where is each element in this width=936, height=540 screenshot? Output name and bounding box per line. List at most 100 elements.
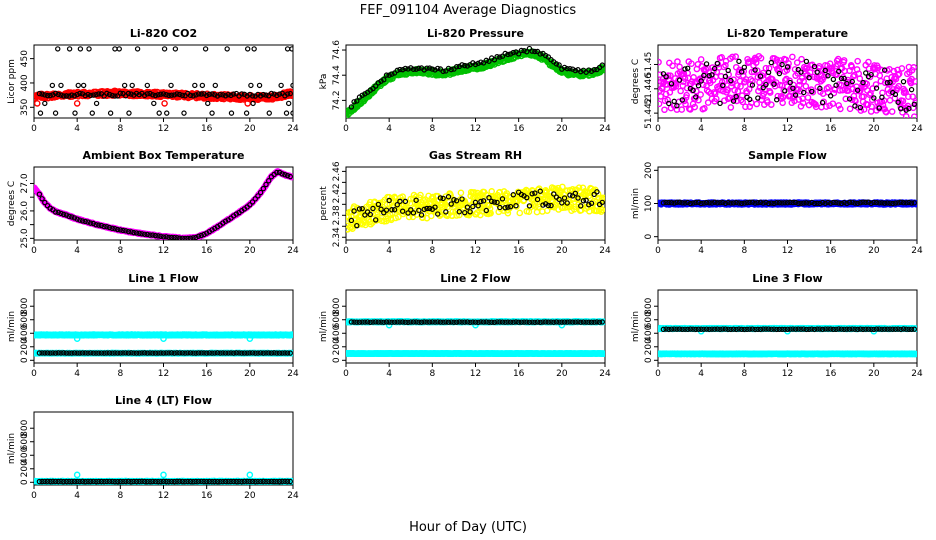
- data-point: [256, 82, 263, 89]
- data-point: [66, 46, 73, 52]
- data-point: [63, 350, 70, 356]
- data-point: [163, 350, 169, 356]
- y-tick-label: 200: [332, 338, 342, 355]
- data-point: [37, 110, 44, 116]
- data-point: [833, 82, 839, 88]
- data-point: [697, 56, 705, 63]
- data-point: [768, 59, 775, 66]
- data-point: [747, 199, 753, 206]
- data-point: [85, 350, 91, 356]
- data-point: [71, 93, 78, 99]
- data-point: [187, 350, 194, 356]
- data-point: [427, 212, 435, 220]
- data-point: [278, 82, 284, 89]
- data-point: [756, 79, 763, 86]
- data-point: [825, 199, 831, 206]
- data-point: [706, 200, 712, 206]
- x-tick-label: 24: [287, 124, 299, 134]
- data-point: [156, 110, 162, 116]
- data-point: [288, 331, 293, 338]
- data-point: [792, 199, 799, 206]
- data-points: [658, 52, 917, 118]
- data-point: [722, 200, 729, 207]
- data-point: [171, 350, 177, 356]
- data-point: [586, 67, 592, 73]
- data-point: [249, 350, 256, 356]
- data-point: [594, 189, 600, 195]
- data-point: [804, 94, 812, 101]
- data-point: [182, 235, 188, 240]
- data-point: [766, 89, 774, 96]
- data-point: [144, 350, 151, 356]
- data-point: [69, 214, 75, 220]
- data-point: [285, 100, 292, 107]
- data-point: [128, 91, 134, 97]
- data-points: [346, 183, 605, 233]
- data-point: [666, 100, 672, 107]
- data-point: [104, 350, 110, 356]
- data-point: [77, 217, 83, 223]
- panel-rh: Gas Stream RH0 4 8 12 16 20 242.342.382.422.46…: [319, 149, 611, 256]
- data-point: [222, 93, 229, 99]
- data-point: [260, 350, 267, 356]
- x-tick-label: 24: [599, 124, 611, 134]
- data-point: [82, 92, 88, 99]
- data-point: [74, 91, 80, 98]
- x-tick-label: 16: [825, 246, 837, 256]
- data-point: [125, 90, 132, 97]
- data-point: [73, 335, 81, 342]
- data-point: [497, 54, 503, 60]
- data-point: [532, 48, 538, 55]
- data-point: [161, 100, 168, 107]
- data-point: [841, 75, 847, 82]
- x-tick-label: 20: [556, 246, 568, 256]
- data-point: [391, 70, 398, 76]
- x-tick-label: 12: [782, 246, 793, 256]
- x-tick-label: 16: [201, 246, 213, 256]
- data-point: [483, 57, 489, 64]
- data-point: [865, 58, 872, 66]
- data-point: [822, 67, 828, 74]
- data-point: [908, 200, 915, 206]
- y-axis-label: kPa: [319, 74, 329, 90]
- data-point: [274, 169, 280, 176]
- data-point: [42, 92, 48, 98]
- data-point: [244, 100, 251, 107]
- y-tick-label: 100: [644, 195, 654, 212]
- data-point: [663, 199, 669, 206]
- x-tick-label: 4: [386, 246, 392, 256]
- data-point: [725, 199, 731, 206]
- data-point: [125, 228, 132, 235]
- data-point: [432, 204, 438, 210]
- x-tick-label: 20: [556, 369, 568, 379]
- data-point: [141, 231, 148, 237]
- data-point: [757, 199, 764, 205]
- x-tick-label: 0: [31, 124, 37, 134]
- data-point: [402, 198, 409, 205]
- y-tick-label: 51.446: [644, 73, 654, 105]
- data-point: [426, 205, 433, 212]
- data-point: [737, 83, 744, 90]
- y-axis-label: ml/min: [319, 311, 329, 342]
- data-point: [658, 100, 663, 108]
- x-tick-label: 4: [74, 246, 80, 256]
- data-point: [693, 87, 700, 95]
- data-point: [529, 48, 535, 54]
- data-point: [354, 98, 360, 104]
- data-point: [809, 88, 815, 95]
- data-point: [106, 91, 113, 98]
- data-point: [765, 200, 772, 207]
- data-point: [60, 211, 67, 218]
- data-point: [161, 46, 168, 52]
- x-tick-label: 24: [287, 369, 299, 379]
- y-tick-label: 27.0: [20, 173, 30, 193]
- data-point: [181, 110, 187, 116]
- data-point: [683, 91, 690, 99]
- x-tick-label: 8: [429, 124, 435, 134]
- data-point: [192, 82, 198, 89]
- data-point: [486, 58, 492, 64]
- data-point: [408, 207, 414, 213]
- data-point: [578, 68, 584, 75]
